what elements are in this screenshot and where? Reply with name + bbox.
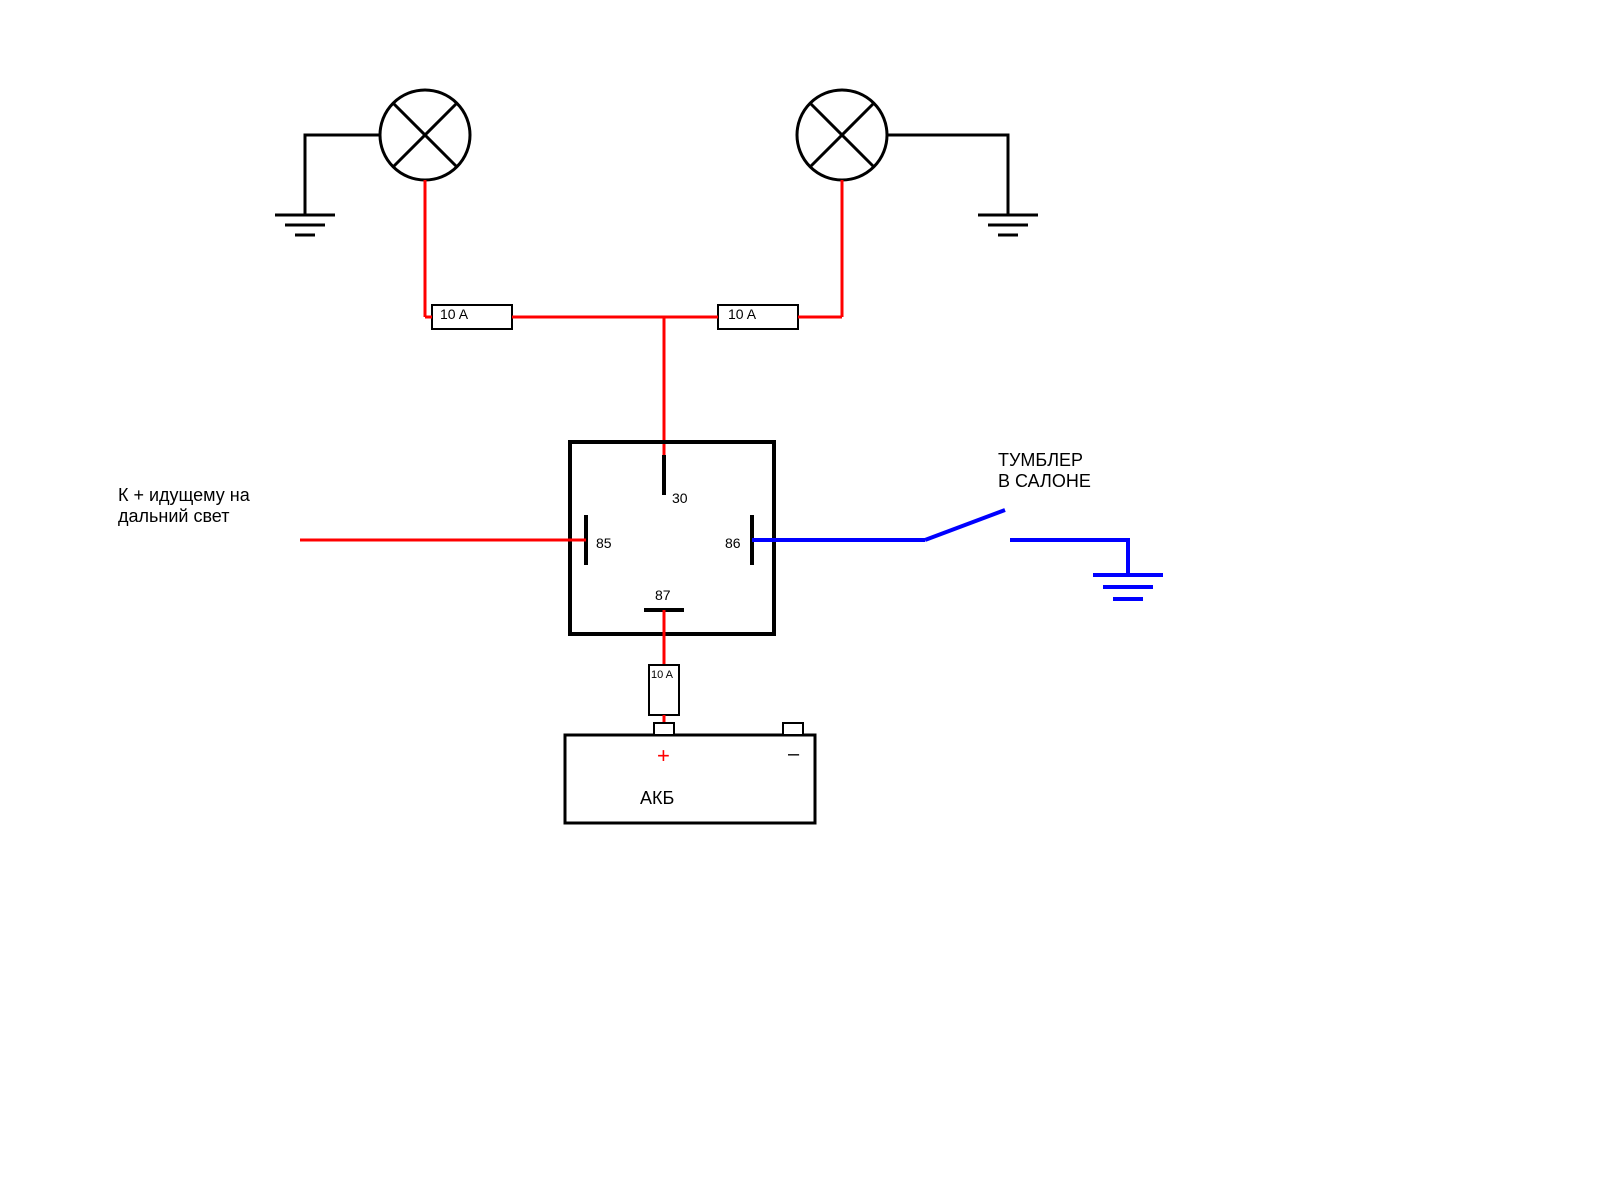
battery-minus-terminal xyxy=(783,723,803,735)
ground-left-icon xyxy=(275,215,335,235)
ground-right-icon xyxy=(978,215,1038,235)
left-note-label: К + идущему на дальний свет xyxy=(118,485,250,527)
battery-box xyxy=(565,735,815,823)
wire-blue-after-switch xyxy=(1010,540,1128,575)
pin-86-label: 86 xyxy=(725,535,741,551)
pin-30-label: 30 xyxy=(672,490,688,506)
wiring-diagram xyxy=(0,0,1600,1200)
switch-icon xyxy=(925,510,1005,540)
battery-plus-label: + xyxy=(657,743,670,769)
pin-87-label: 87 xyxy=(655,587,671,603)
fuse2-label: 10 A xyxy=(728,306,756,322)
battery-plus-terminal xyxy=(654,723,674,735)
lamp-right-icon xyxy=(797,90,887,180)
ground-blue-icon xyxy=(1093,575,1163,599)
fuse1-label: 10 A xyxy=(440,306,468,322)
pin-85-label: 85 xyxy=(596,535,612,551)
wire-lamp-left-ground xyxy=(305,135,380,215)
wire-lamp-right-ground xyxy=(887,135,1008,215)
fuse3-label: 10 A xyxy=(651,670,677,681)
right-note-label: ТУМБЛЕР В САЛОНЕ xyxy=(998,450,1091,492)
lamp-left-icon xyxy=(380,90,470,180)
battery-minus-label: – xyxy=(788,743,799,766)
battery-label: АКБ xyxy=(640,788,674,809)
